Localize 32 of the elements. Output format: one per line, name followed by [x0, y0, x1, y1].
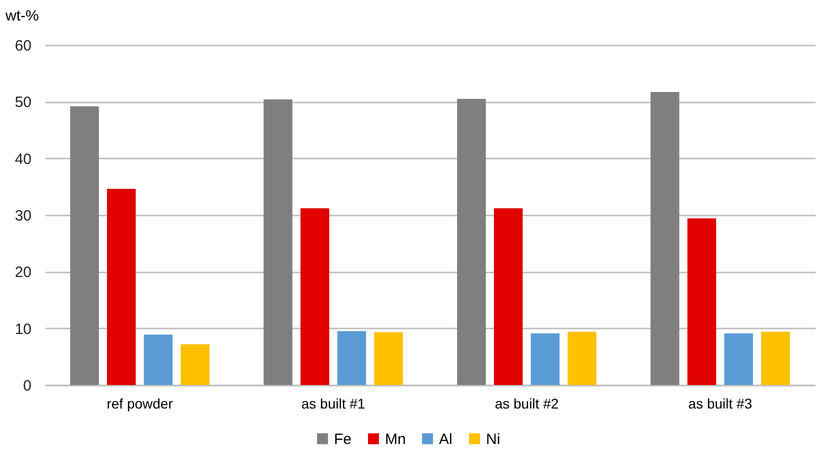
bar [494, 208, 523, 385]
y-tick-label: 50 [14, 94, 32, 112]
y-tick-label: 40 [14, 150, 32, 168]
legend-label: Ni [486, 430, 500, 448]
bar [761, 332, 790, 385]
bar [107, 188, 136, 385]
y-tick-label: 30 [14, 208, 32, 224]
legend-label: Al [439, 430, 452, 448]
bar [337, 331, 366, 385]
bar [264, 99, 292, 385]
y-tick-label: 10 [14, 320, 32, 338]
bar [530, 333, 560, 385]
bar [70, 106, 99, 385]
legend-label: Fe [334, 430, 352, 448]
x-tick-label: as built #3 [688, 396, 752, 412]
bar [374, 332, 403, 385]
bar [300, 208, 330, 385]
y-tick-label: 20 [14, 264, 32, 282]
bar [650, 92, 680, 385]
bar [568, 332, 596, 385]
y-tick-label: 60 [14, 38, 32, 54]
y-tick-label: 0 [23, 378, 32, 394]
legend-label: Mn [385, 430, 406, 448]
bar [180, 344, 210, 385]
x-tick-label: as built #1 [301, 396, 366, 412]
bar [144, 334, 173, 385]
x-tick-label: as built #2 [494, 396, 559, 412]
bar [687, 218, 716, 385]
bar [457, 98, 486, 385]
y-axis-title: wt-% [4, 8, 39, 24]
bar [724, 333, 753, 385]
x-tick-label: ref powder [106, 396, 174, 412]
